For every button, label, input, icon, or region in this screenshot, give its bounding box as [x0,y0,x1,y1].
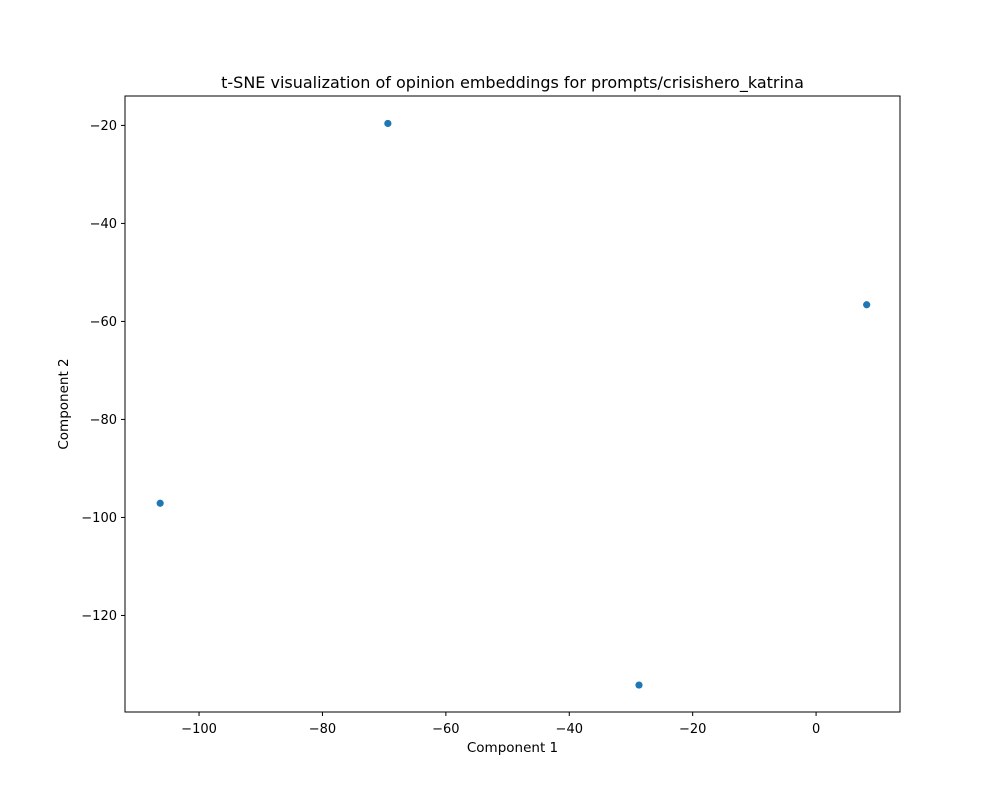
y-tick-label: −20 [90,119,117,134]
y-tick-label: −100 [81,511,117,526]
x-tick-label: −80 [309,722,336,737]
plot-area-frame [124,95,901,713]
x-tick-label: −100 [181,722,217,737]
x-axis-ticks: −100 −80 −60 −40 −20 0 [181,712,820,737]
data-points [156,119,871,689]
y-tick-label: −60 [90,315,117,330]
x-tick-label: −60 [432,722,459,737]
scatter-point [863,301,871,309]
chart-title: t-SNE visualization of opinion embedding… [221,73,804,93]
y-tick-label: −80 [90,413,117,428]
y-axis-label: Component 2 [56,358,72,449]
scatter-point [384,119,392,128]
y-tick-label: −40 [90,217,117,232]
x-axis-label: Component 1 [467,740,558,756]
scatter-point [635,681,643,689]
scatter-point [156,499,164,507]
x-tick-label: −40 [556,722,583,737]
y-axis-ticks: −120 −100 −80 −60 −40 −20 [81,119,125,624]
y-tick-label: −120 [81,609,117,624]
x-tick-label: −20 [679,722,706,737]
x-tick-label: 0 [812,722,820,737]
